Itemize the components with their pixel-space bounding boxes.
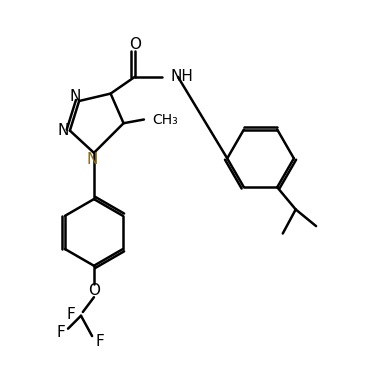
- Text: O: O: [129, 37, 141, 52]
- Text: N: N: [87, 152, 98, 167]
- Text: O: O: [88, 284, 100, 299]
- Text: F: F: [66, 308, 75, 323]
- Text: NH: NH: [170, 69, 194, 84]
- Text: F: F: [95, 334, 104, 349]
- Text: CH₃: CH₃: [152, 112, 178, 126]
- Text: F: F: [56, 325, 65, 340]
- Text: N: N: [57, 123, 69, 138]
- Text: N: N: [69, 89, 80, 104]
